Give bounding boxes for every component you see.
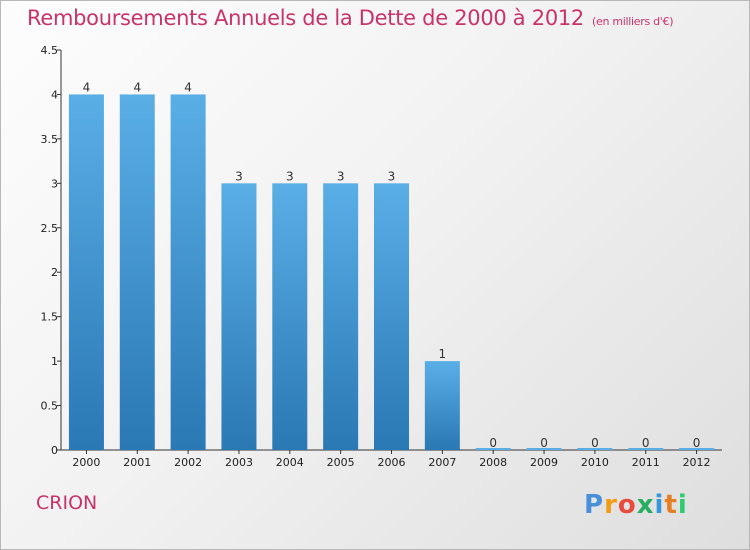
x-tick-label: 2004: [276, 456, 304, 469]
logo-letter: x: [636, 490, 655, 520]
data-label: 4: [184, 80, 192, 94]
data-label: 4: [83, 80, 91, 94]
logo-letter: o: [617, 490, 637, 520]
y-tick-label: 1.5: [41, 311, 59, 324]
x-tick-label: 2006: [378, 456, 406, 469]
y-tick-label: 2: [51, 266, 58, 279]
data-label: 0: [591, 436, 599, 450]
data-label: 3: [388, 169, 396, 183]
y-tick-label: 4.5: [41, 44, 59, 57]
x-tick-label: 2010: [581, 456, 609, 469]
bar: [374, 183, 409, 451]
data-label: 1: [439, 347, 447, 361]
bar: [424, 361, 460, 450]
x-tick-label: 2001: [123, 456, 151, 469]
logo-letter: t: [664, 490, 678, 520]
data-label: 0: [693, 436, 701, 450]
chart-title-text: Remboursements Annuels de la Dette de 20…: [27, 6, 584, 30]
x-tick-label: 2012: [683, 456, 711, 469]
bar: [170, 94, 206, 450]
x-tick-label: 2003: [225, 456, 253, 469]
data-label: 3: [286, 169, 294, 183]
y-tick-label: 4: [51, 88, 58, 101]
x-tick-label: 2009: [530, 456, 558, 469]
chart-title: Remboursements Annuels de la Dette de 20…: [27, 6, 673, 30]
y-tick-label: 3: [51, 177, 58, 190]
logo-letter: r: [604, 490, 618, 520]
x-tick-label: 2005: [327, 456, 355, 469]
y-tick-label: 0: [51, 444, 58, 457]
logo-letter: i: [654, 490, 665, 520]
commune-name: CRION: [36, 492, 98, 514]
data-label: 3: [337, 169, 345, 183]
x-tick-label: 2011: [632, 456, 660, 469]
bar: [68, 94, 104, 450]
y-tick-label: 3.5: [41, 133, 59, 146]
y-tick-label: 2.5: [41, 222, 59, 235]
data-label: 4: [133, 80, 141, 94]
x-tick-label: 2007: [428, 456, 456, 469]
y-tick-label: 0.5: [41, 400, 59, 413]
bar: [221, 183, 257, 451]
data-label: 0: [642, 436, 650, 450]
bar: [119, 94, 155, 450]
bar: [323, 183, 359, 451]
x-tick-label: 2002: [174, 456, 202, 469]
x-tick-label: 2000: [72, 456, 100, 469]
x-tick-label: 2008: [479, 456, 507, 469]
bar: [272, 183, 308, 451]
proxiti-logo: Proxiti: [584, 490, 688, 520]
y-tick-label: 1: [51, 355, 58, 368]
logo-letter: i: [677, 490, 688, 520]
data-label: 0: [540, 436, 548, 450]
chart-subtitle: (en milliers d'€): [592, 15, 674, 28]
data-label: 3: [235, 169, 243, 183]
data-label: 0: [489, 436, 497, 450]
logo-letter: P: [584, 490, 605, 520]
